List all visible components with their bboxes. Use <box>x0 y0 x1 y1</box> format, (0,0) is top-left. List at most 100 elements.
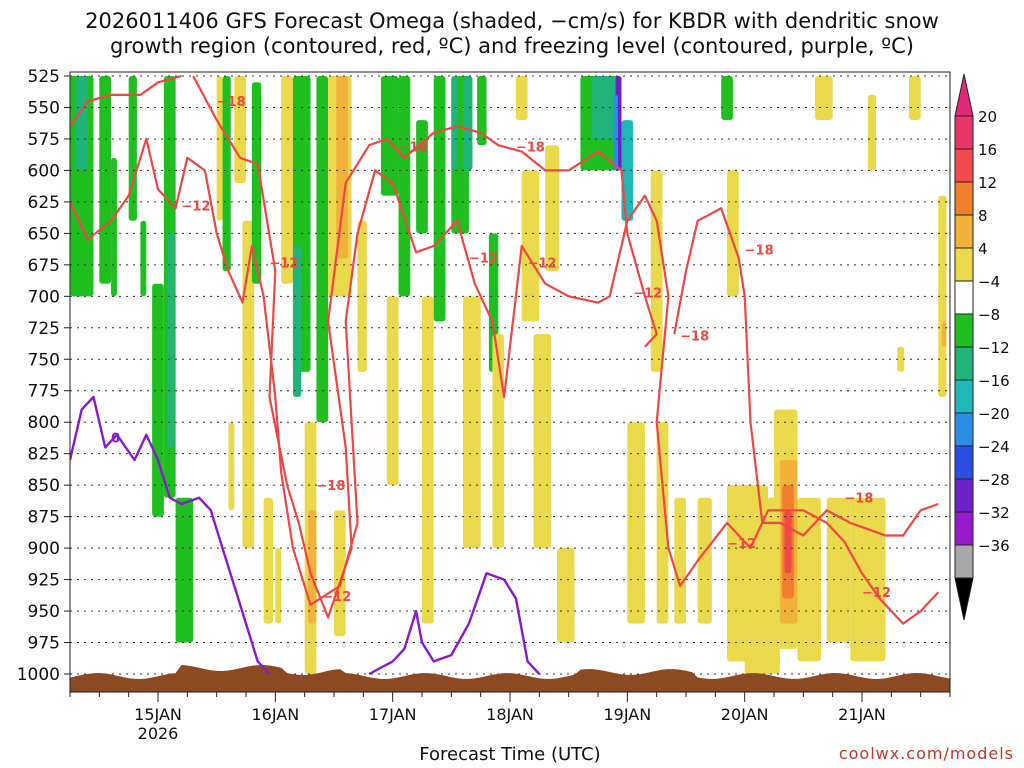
x-tick-sublabel: 2026 <box>138 724 179 743</box>
colorbar-swatch <box>954 478 974 513</box>
colorbar: 20 16 12 8 4 −4 −8 −12 −16 −20 −24 −28 −32 −36 <box>954 73 1010 621</box>
omega-cell <box>521 170 540 322</box>
omega-cell <box>222 76 231 272</box>
contour-label: −12 <box>181 200 210 215</box>
y-axis: 525 550 575 600 625 650 675 700 725 750 775 800 825 8… <box>17 67 70 685</box>
omega-cell <box>477 76 487 146</box>
colorbar-label: −8 <box>978 306 1000 324</box>
contour-label: 0 <box>111 431 120 446</box>
omega-cell <box>613 94 618 171</box>
omega-cell <box>228 422 235 511</box>
omega-cell <box>797 497 821 662</box>
omega-cell <box>650 170 663 372</box>
contour-label: −18 <box>516 141 545 156</box>
contour-label: −12 <box>469 251 498 266</box>
freezing-level-contour <box>368 572 541 676</box>
omega-cell <box>416 120 428 234</box>
contour-label: −12 <box>633 287 662 302</box>
x-axis-label: Forecast Time (UTC) <box>419 744 601 765</box>
omega-cell <box>463 296 481 549</box>
colorbar-swatch <box>954 412 974 447</box>
omega-cell <box>398 76 411 297</box>
y-tick-label: 825 <box>28 445 60 465</box>
colorbar-swatch <box>954 148 974 183</box>
freezing-level-contour <box>70 395 271 675</box>
contour-label: −18 <box>316 479 345 494</box>
colorbar-swatch <box>954 379 974 414</box>
omega-cell <box>897 346 905 372</box>
dgz-contour--18 <box>192 75 658 619</box>
omega-cell <box>275 548 282 624</box>
contour-label: −18 <box>844 492 873 507</box>
y-tick-label: 525 <box>28 67 60 87</box>
contour-labels-layer: −18 −12 −12 −18 −12 −18 −18 −12 −12 −12 −18 −18 −12 −… <box>111 95 891 605</box>
y-tick-label: 875 <box>28 508 60 528</box>
colorbar-top-arrow <box>954 73 974 117</box>
omega-cell <box>251 82 262 284</box>
omega-cell <box>216 76 223 221</box>
omega-cell <box>784 510 792 574</box>
omega-cell <box>697 497 712 624</box>
colorbar-swatch <box>954 280 974 315</box>
contour-label: −12 <box>727 537 756 552</box>
omega-cell <box>867 94 877 171</box>
y-tick-label: 950 <box>28 602 60 622</box>
omega-cell <box>152 283 164 517</box>
omega-cell <box>721 76 733 121</box>
colorbar-label: 20 <box>978 108 997 126</box>
omega-cell <box>815 76 833 121</box>
colorbar-label: 12 <box>978 174 997 192</box>
y-tick-label: 725 <box>28 319 60 339</box>
y-tick-label: 675 <box>28 256 60 276</box>
y-tick-label: 800 <box>28 413 60 433</box>
omega-cell <box>850 497 886 662</box>
omega-cell <box>357 220 367 372</box>
colorbar-bottom-arrow <box>954 577 974 621</box>
omega-cell <box>433 76 446 322</box>
omega-cell <box>99 76 112 284</box>
omega-cell <box>263 497 273 624</box>
y-tick-label: 775 <box>28 382 60 402</box>
terrain-layer <box>70 665 950 692</box>
dgz-contour--12 <box>70 137 940 625</box>
colorbar-label: −36 <box>978 537 1010 555</box>
omega-cell <box>674 497 686 624</box>
omega-cell <box>826 497 851 643</box>
y-tick-label: 850 <box>28 476 60 496</box>
x-tick-label: 15JAN <box>134 705 182 724</box>
omega-cell <box>308 510 317 624</box>
omega-cell <box>941 321 947 347</box>
omega-cell <box>533 334 552 549</box>
y-tick-label: 925 <box>28 571 60 591</box>
colorbar-swatch <box>954 445 974 480</box>
colorbar-swatch <box>954 511 974 546</box>
colorbar-label: −28 <box>978 471 1010 489</box>
colorbar-label: −24 <box>978 438 1010 456</box>
contour-label: −18 <box>399 141 428 156</box>
contour-label: −12 <box>528 256 557 271</box>
omega-cell <box>451 76 458 171</box>
colorbar-swatch <box>954 346 974 381</box>
omega-cell <box>545 145 560 272</box>
colorbar-label: −4 <box>978 273 1000 291</box>
omega-shading-layer <box>70 76 947 674</box>
chart-title-line-1: 2026011406 GFS Forecast Omega (shaded, −… <box>85 9 939 33</box>
colorbar-swatch <box>954 313 974 348</box>
y-tick-label: 975 <box>28 634 60 654</box>
x-tick-label: 21JAN <box>838 705 886 724</box>
y-tick-label: 650 <box>28 224 60 244</box>
x-tick-label: 18JAN <box>486 705 534 724</box>
omega-cell <box>281 76 293 284</box>
omega-cell <box>234 76 246 184</box>
x-tick-label: 16JAN <box>251 705 299 724</box>
colorbar-swatch <box>954 214 974 249</box>
contour-label: −18 <box>217 95 246 110</box>
contour-label: −12 <box>862 586 891 601</box>
y-tick-label: 550 <box>28 98 60 118</box>
omega-cell <box>111 157 117 297</box>
omega-cell <box>422 296 434 624</box>
omega-cell <box>627 422 645 624</box>
omega-cell <box>938 195 947 398</box>
y-tick-label: 700 <box>28 287 60 307</box>
